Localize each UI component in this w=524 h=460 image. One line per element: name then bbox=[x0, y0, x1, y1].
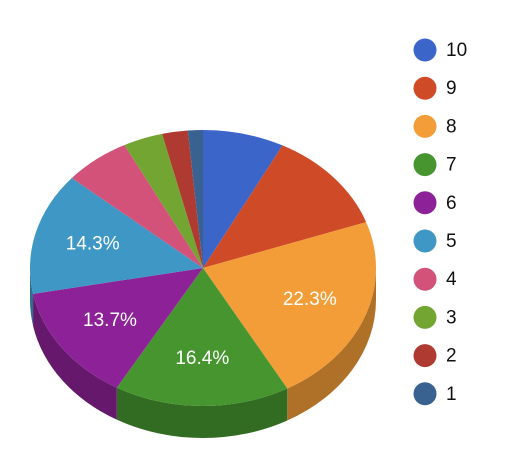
slice bbox=[71, 145, 203, 268]
slice bbox=[124, 133, 203, 268]
legend-marker bbox=[413, 305, 437, 329]
slice bbox=[187, 130, 203, 268]
slice-side bbox=[287, 268, 376, 421]
legend-label: 6 bbox=[446, 193, 457, 214]
slice bbox=[116, 268, 288, 407]
slice-side bbox=[33, 293, 117, 420]
data-label: 13.7% bbox=[83, 310, 137, 331]
legend-marker bbox=[413, 76, 437, 100]
data-label: 14.3% bbox=[66, 234, 120, 255]
legend-label: 1 bbox=[446, 384, 457, 405]
data-label: 22.3% bbox=[283, 289, 337, 310]
legend-label: 4 bbox=[446, 269, 457, 290]
legend-label: 2 bbox=[446, 346, 457, 367]
legend-marker bbox=[413, 191, 437, 215]
legend-marker bbox=[413, 344, 437, 368]
legend-marker bbox=[413, 38, 437, 62]
legend-label: 10 bbox=[446, 40, 467, 61]
slice bbox=[203, 222, 376, 389]
legend-label: 7 bbox=[446, 155, 457, 176]
slice-side bbox=[116, 387, 288, 439]
legend-label: 3 bbox=[446, 307, 457, 328]
legend-marker bbox=[413, 229, 437, 253]
slice bbox=[30, 178, 204, 294]
legend-marker bbox=[413, 153, 437, 177]
slice bbox=[33, 268, 204, 388]
slice-side bbox=[30, 268, 34, 326]
data-label: 16.4% bbox=[175, 348, 229, 369]
legend-label: 8 bbox=[446, 116, 457, 137]
slice bbox=[162, 130, 203, 268]
legend-label: 9 bbox=[446, 78, 457, 99]
legend-marker bbox=[413, 382, 437, 406]
slice bbox=[203, 145, 367, 268]
slice bbox=[203, 130, 283, 268]
legend-marker bbox=[413, 114, 437, 138]
legend-marker bbox=[413, 267, 437, 291]
legend-label: 5 bbox=[446, 231, 457, 252]
